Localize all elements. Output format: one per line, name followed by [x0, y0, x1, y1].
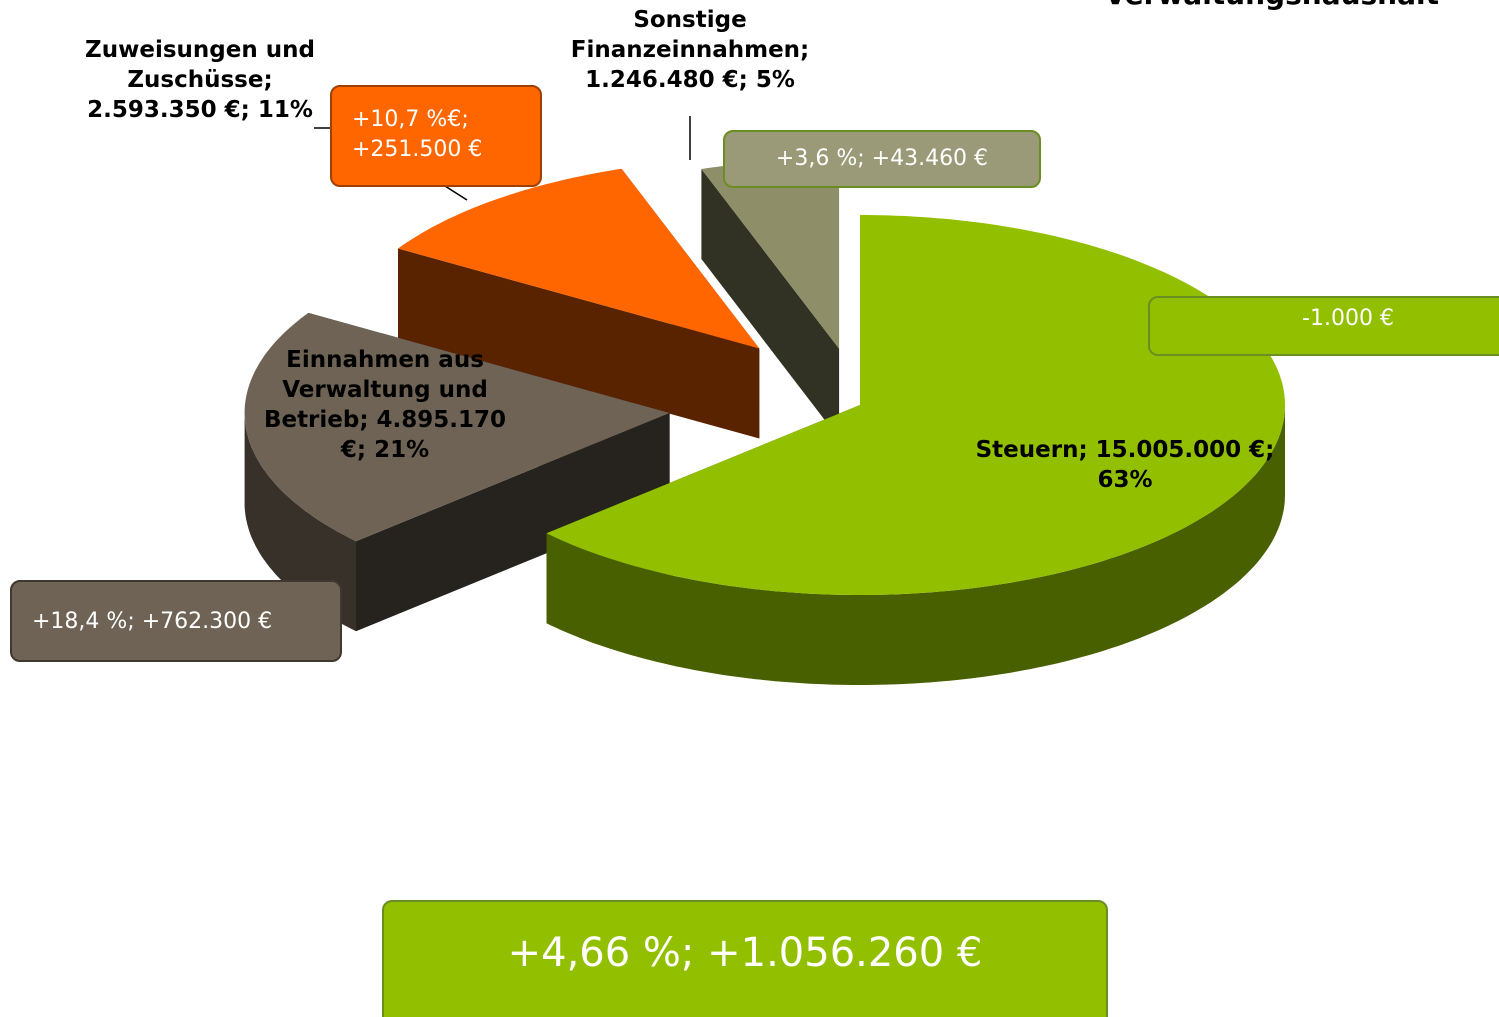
- leader-line: [444, 185, 468, 201]
- data-label: Steuern; 15.005.000 €; 63%: [975, 437, 1275, 493]
- slice: [546, 215, 1285, 595]
- annotation-box: -1.000 €: [1148, 296, 1499, 356]
- slice: [701, 158, 840, 349]
- total-box: +4,66 %; +1.056.260 €: [382, 900, 1108, 1017]
- data-label: Zuweisungen und Zuschüsse; 2.593.350 €; …: [85, 37, 315, 123]
- chart-title: Verwaltungshaushalt: [1105, 0, 1440, 11]
- slice-side: [398, 248, 760, 439]
- data-label: Einnahmen aus Verwaltung und Betrieb; 4.…: [263, 347, 507, 463]
- slice: [244, 312, 670, 542]
- data-label: Sonstige Finanzeinnahmen; 1.246.480 €; 5…: [570, 7, 810, 93]
- slice-rim: [244, 413, 356, 632]
- slice: [398, 168, 760, 349]
- annotation-box: +18,4 %; +762.300 €: [10, 580, 342, 662]
- slice-side: [701, 169, 840, 439]
- annotation-box: +10,7 %€; +251.500 €: [330, 85, 542, 187]
- annotation-box: +3,6 %; +43.460 €: [723, 130, 1041, 188]
- slice-rim: [546, 405, 1285, 685]
